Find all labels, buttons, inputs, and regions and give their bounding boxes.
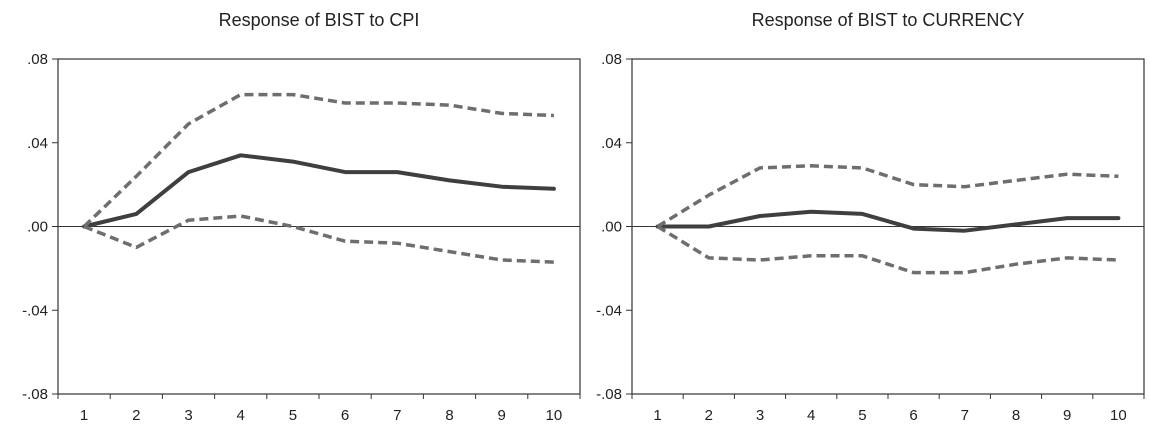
x-tick-label: 7: [961, 407, 969, 424]
x-tick-label: 8: [1012, 407, 1020, 424]
y-tick-label: .08: [27, 51, 48, 68]
x-tick-label: 5: [289, 407, 297, 424]
response-line: [84, 155, 554, 226]
y-tick-label: -.04: [22, 302, 48, 319]
x-tick-label: 2: [705, 407, 713, 424]
x-tick-label: 9: [1063, 407, 1071, 424]
x-tick-label: 2: [132, 407, 140, 424]
upper-band-line: [658, 166, 1119, 227]
y-tick-label: .00: [27, 219, 48, 236]
y-tick-label: .04: [27, 135, 48, 152]
lower-band-line: [658, 227, 1119, 273]
y-tick-label: -.08: [596, 386, 622, 403]
lower-band-line: [84, 216, 554, 262]
panel-bist-to-currency: Response of BIST to CURRENCY .08 .04 .00 -.0…: [596, 10, 1144, 424]
upper-band-line: [84, 95, 554, 227]
x-tick-label: 1: [653, 407, 661, 424]
x-tick-label: 7: [393, 407, 401, 424]
y-tick-label: -.04: [596, 302, 622, 319]
x-tick-label: 6: [341, 407, 349, 424]
x-tick-label: 1: [80, 407, 88, 424]
x-tick-label: 4: [237, 407, 245, 424]
y-tick-label: .00: [601, 219, 622, 236]
x-tick-label: 4: [807, 407, 815, 424]
x-tick-label: 6: [909, 407, 917, 424]
chart-title-currency: Response of BIST to CURRENCY: [752, 10, 1025, 30]
x-tick-label: 10: [1110, 407, 1127, 424]
panel-bist-to-cpi: Response of BIST to CPI .08 .04 .00 -.04 -.08…: [22, 10, 580, 424]
chart-title-cpi: Response of BIST to CPI: [219, 10, 420, 30]
x-tick-label: 5: [858, 407, 866, 424]
y-tick-label: .08: [601, 51, 622, 68]
x-tick-label: 3: [184, 407, 192, 424]
x-tick-label: 8: [445, 407, 453, 424]
x-tick-label: 10: [546, 407, 563, 424]
x-tick-label: 9: [498, 407, 506, 424]
y-tick-label: -.08: [22, 386, 48, 403]
y-tick-label: .04: [601, 135, 622, 152]
x-tick-label: 3: [756, 407, 764, 424]
response-line: [658, 212, 1119, 231]
